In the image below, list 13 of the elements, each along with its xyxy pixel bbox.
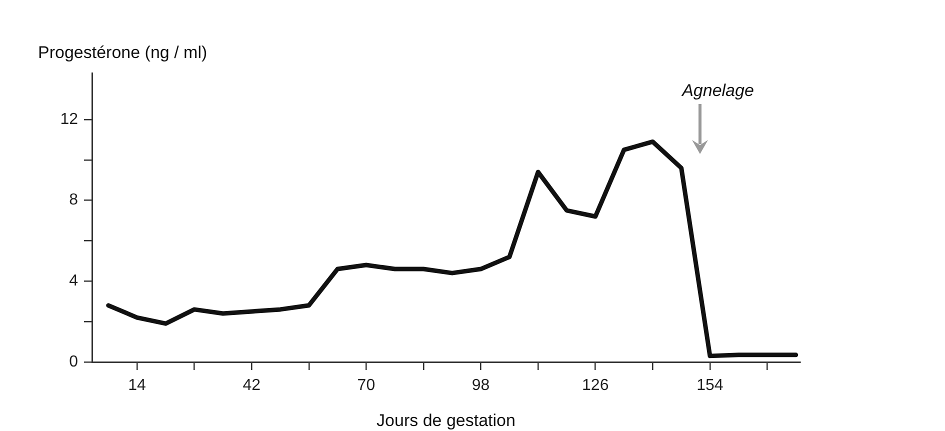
annotation: Agnelage xyxy=(681,81,754,100)
y-tick-label: 8 xyxy=(69,192,78,209)
x-tick-label: 154 xyxy=(696,377,724,394)
y-tick-label: 0 xyxy=(69,353,78,370)
y-axis-title: Progestérone (ng / ml) xyxy=(38,43,208,62)
x-tick-label: 14 xyxy=(128,377,146,394)
x-tick-label: 70 xyxy=(357,377,376,394)
x-tick-label: 126 xyxy=(582,377,609,394)
x-tick-label: 98 xyxy=(472,377,490,394)
x-tick-label: 42 xyxy=(242,377,261,394)
y-tick-label: 12 xyxy=(60,110,78,128)
x-axis-title: Jours de gestation xyxy=(376,411,516,430)
y-tick-label: 4 xyxy=(69,272,78,290)
